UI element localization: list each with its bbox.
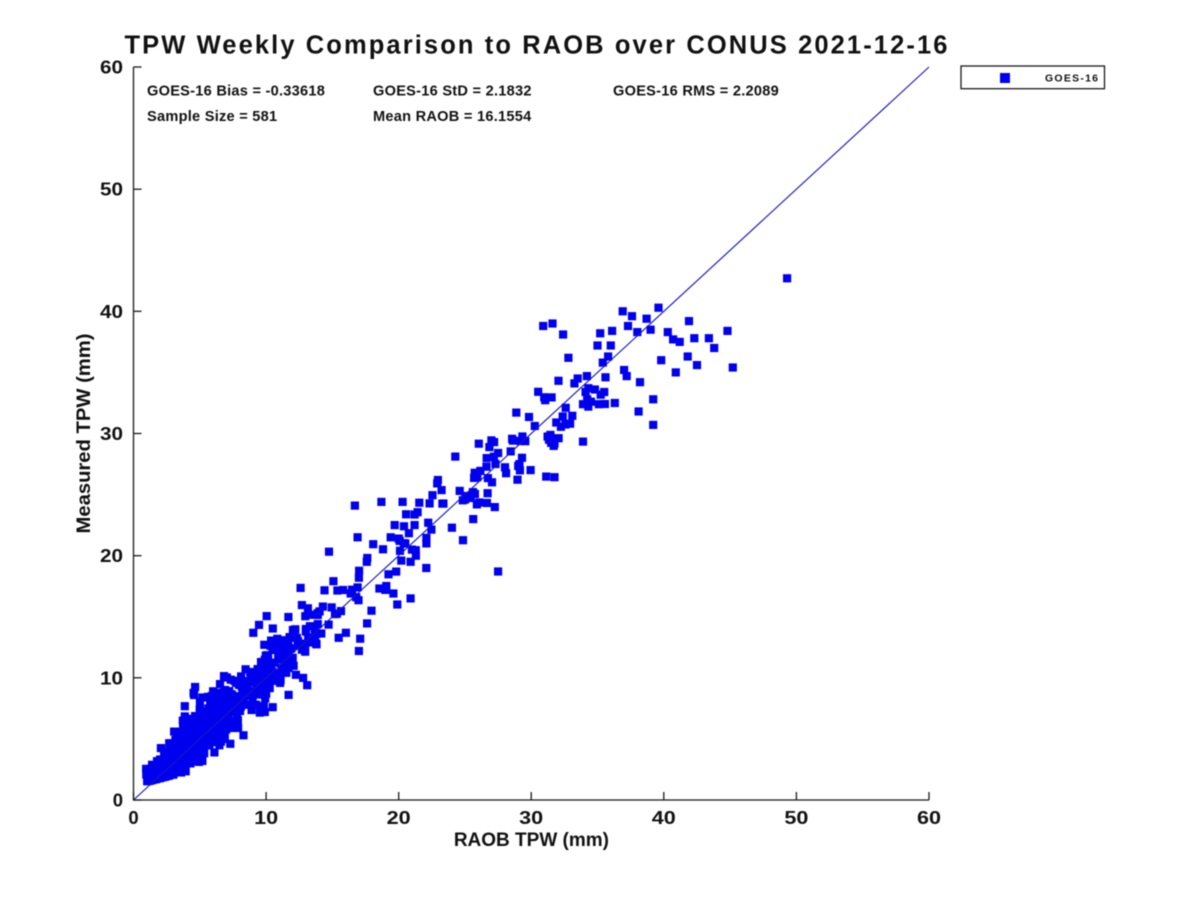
svg-text:0: 0 [113,790,123,811]
svg-text:10: 10 [100,667,123,688]
svg-text:20: 20 [387,807,411,828]
svg-text:10: 10 [254,807,278,828]
svg-text:40: 40 [100,301,123,322]
svg-text:50: 50 [100,179,123,200]
svg-text:RAOB TPW (mm): RAOB TPW (mm) [454,830,609,851]
svg-text:40: 40 [652,807,676,828]
svg-text:30: 30 [100,423,123,444]
svg-text:60: 60 [100,57,123,78]
svg-text:Mean RAOB = 16.1554: Mean RAOB = 16.1554 [373,109,532,125]
svg-text:GOES-16: GOES-16 [1045,73,1099,85]
svg-text:0: 0 [128,807,138,828]
svg-text:Sample Size = 581: Sample Size = 581 [147,109,277,125]
svg-text:GOES-16 Bias = -0.33618: GOES-16 Bias = -0.33618 [147,84,325,100]
svg-text:GOES-16 RMS = 2.2089: GOES-16 RMS = 2.2089 [613,84,779,100]
svg-text:TPW Weekly Comparison to RAOB: TPW Weekly Comparison to RAOB over CONUS… [124,32,949,60]
svg-text:30: 30 [519,807,543,828]
svg-text:60: 60 [917,807,941,828]
svg-text:GOES-16 StD = 2.1832: GOES-16 StD = 2.1832 [373,84,532,100]
svg-text:20: 20 [100,545,123,566]
svg-text:Measured TPW (mm): Measured TPW (mm) [74,334,95,534]
svg-text:50: 50 [784,807,808,828]
